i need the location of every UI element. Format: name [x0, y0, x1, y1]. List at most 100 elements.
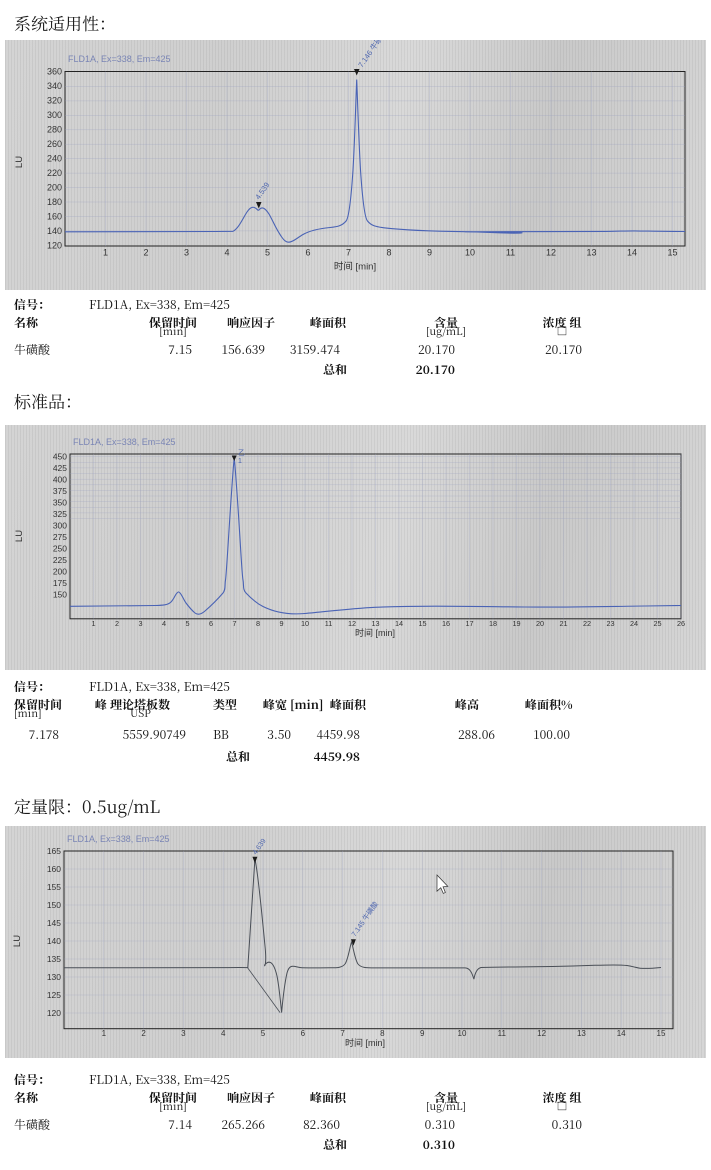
svg-text:200: 200 — [53, 567, 67, 577]
svg-text:14: 14 — [627, 248, 637, 258]
svg-text:乙: 乙 — [238, 449, 245, 457]
svg-text:6: 6 — [209, 619, 213, 628]
svg-text:26: 26 — [677, 619, 685, 628]
svg-text:140: 140 — [47, 226, 62, 236]
svg-text:7: 7 — [340, 1029, 345, 1038]
svg-text:4.639: 4.639 — [252, 838, 268, 856]
svg-text:10: 10 — [301, 619, 309, 628]
svg-text:9: 9 — [279, 619, 283, 628]
svg-text:145: 145 — [47, 918, 61, 928]
svg-text:175: 175 — [53, 578, 67, 588]
svg-text:180: 180 — [47, 197, 62, 207]
svg-text:140: 140 — [47, 936, 61, 946]
svg-text:时间 [min]: 时间 [min] — [345, 1037, 385, 1048]
svg-text:130: 130 — [47, 972, 61, 982]
svg-text:150: 150 — [47, 900, 61, 910]
svg-text:300: 300 — [47, 110, 62, 120]
svg-text:9: 9 — [427, 248, 432, 258]
svg-text:15: 15 — [657, 1029, 666, 1038]
svg-text:3: 3 — [181, 1029, 186, 1038]
svg-text:LU: LU — [14, 530, 25, 542]
svg-text:160: 160 — [47, 864, 61, 874]
svg-text:5: 5 — [185, 619, 189, 628]
svg-text:160: 160 — [47, 212, 62, 222]
svg-text:8: 8 — [256, 619, 260, 628]
svg-text:325: 325 — [53, 509, 67, 519]
svg-text:LU: LU — [12, 935, 23, 947]
svg-text:18: 18 — [489, 619, 497, 628]
svg-text:8: 8 — [386, 248, 391, 258]
svg-text:13: 13 — [586, 248, 596, 258]
svg-text:10: 10 — [465, 248, 475, 258]
svg-text:6: 6 — [305, 248, 310, 258]
svg-text:FLD1A, Ex=338, Em=425: FLD1A, Ex=338, Em=425 — [73, 437, 176, 447]
svg-text:12: 12 — [537, 1029, 546, 1038]
svg-text:时间 [min]: 时间 [min] — [355, 627, 395, 638]
svg-text:320: 320 — [47, 96, 62, 106]
svg-text:16: 16 — [442, 619, 450, 628]
svg-text:8: 8 — [380, 1029, 385, 1038]
svg-text:14: 14 — [617, 1029, 626, 1038]
svg-text:155: 155 — [47, 882, 61, 892]
svg-text:225: 225 — [53, 555, 67, 565]
svg-text:12: 12 — [348, 619, 356, 628]
svg-text:11: 11 — [498, 1029, 507, 1038]
svg-text:9: 9 — [420, 1029, 425, 1038]
svg-text:450: 450 — [53, 452, 67, 462]
svg-text:260: 260 — [47, 139, 62, 149]
svg-text:360: 360 — [47, 67, 62, 77]
svg-text:240: 240 — [47, 154, 62, 164]
svg-text:10: 10 — [458, 1029, 467, 1038]
svg-text:220: 220 — [47, 168, 62, 178]
svg-text:4.539: 4.539 — [253, 181, 271, 202]
svg-text:3: 3 — [184, 248, 189, 258]
svg-text:17: 17 — [465, 619, 473, 628]
svg-text:20: 20 — [536, 619, 544, 628]
svg-text:LU: LU — [14, 156, 25, 168]
svg-text:时间 [min]: 时间 [min] — [334, 261, 376, 273]
svg-text:FLD1A, Ex=338, Em=425: FLD1A, Ex=338, Em=425 — [68, 54, 171, 64]
svg-text:13: 13 — [371, 619, 379, 628]
svg-text:125: 125 — [47, 990, 61, 1000]
svg-text:19: 19 — [512, 619, 520, 628]
svg-text:1: 1 — [238, 458, 242, 465]
svg-text:3: 3 — [138, 619, 142, 628]
svg-text:150: 150 — [53, 590, 67, 600]
svg-text:1: 1 — [91, 619, 95, 628]
svg-text:21: 21 — [559, 619, 567, 628]
svg-text:340: 340 — [47, 81, 62, 91]
svg-text:5: 5 — [265, 248, 270, 258]
svg-text:165: 165 — [47, 846, 61, 856]
svg-text:375: 375 — [53, 486, 67, 496]
svg-text:1: 1 — [102, 1029, 107, 1038]
svg-text:15: 15 — [667, 248, 677, 258]
svg-text:7: 7 — [346, 248, 351, 258]
svg-text:4: 4 — [162, 619, 166, 628]
svg-text:25: 25 — [653, 619, 661, 628]
svg-text:4: 4 — [221, 1029, 226, 1038]
svg-text:23: 23 — [606, 619, 614, 628]
svg-text:250: 250 — [53, 544, 67, 554]
svg-text:7: 7 — [232, 619, 236, 628]
svg-text:7.145 牛磺酸: 7.145 牛磺酸 — [349, 900, 380, 938]
svg-text:5: 5 — [261, 1029, 266, 1038]
svg-text:15: 15 — [418, 619, 426, 628]
svg-text:2: 2 — [115, 619, 119, 628]
svg-text:275: 275 — [53, 532, 67, 542]
svg-text:13: 13 — [577, 1029, 586, 1038]
svg-text:12: 12 — [546, 248, 556, 258]
svg-text:2: 2 — [143, 248, 148, 258]
svg-text:300: 300 — [53, 521, 67, 531]
svg-text:FLD1A, Ex=338, Em=425: FLD1A, Ex=338, Em=425 — [67, 834, 170, 844]
svg-text:11: 11 — [325, 619, 333, 628]
svg-text:11: 11 — [506, 248, 515, 258]
svg-text:7.146 牛磺酸: 7.146 牛磺酸 — [355, 40, 388, 69]
svg-text:1: 1 — [103, 248, 108, 258]
svg-text:6: 6 — [301, 1029, 306, 1038]
svg-text:200: 200 — [47, 183, 62, 193]
svg-text:24: 24 — [630, 619, 638, 628]
svg-text:14: 14 — [395, 619, 403, 628]
svg-text:120: 120 — [47, 1008, 61, 1018]
svg-text:2: 2 — [141, 1029, 146, 1038]
svg-text:22: 22 — [583, 619, 591, 628]
